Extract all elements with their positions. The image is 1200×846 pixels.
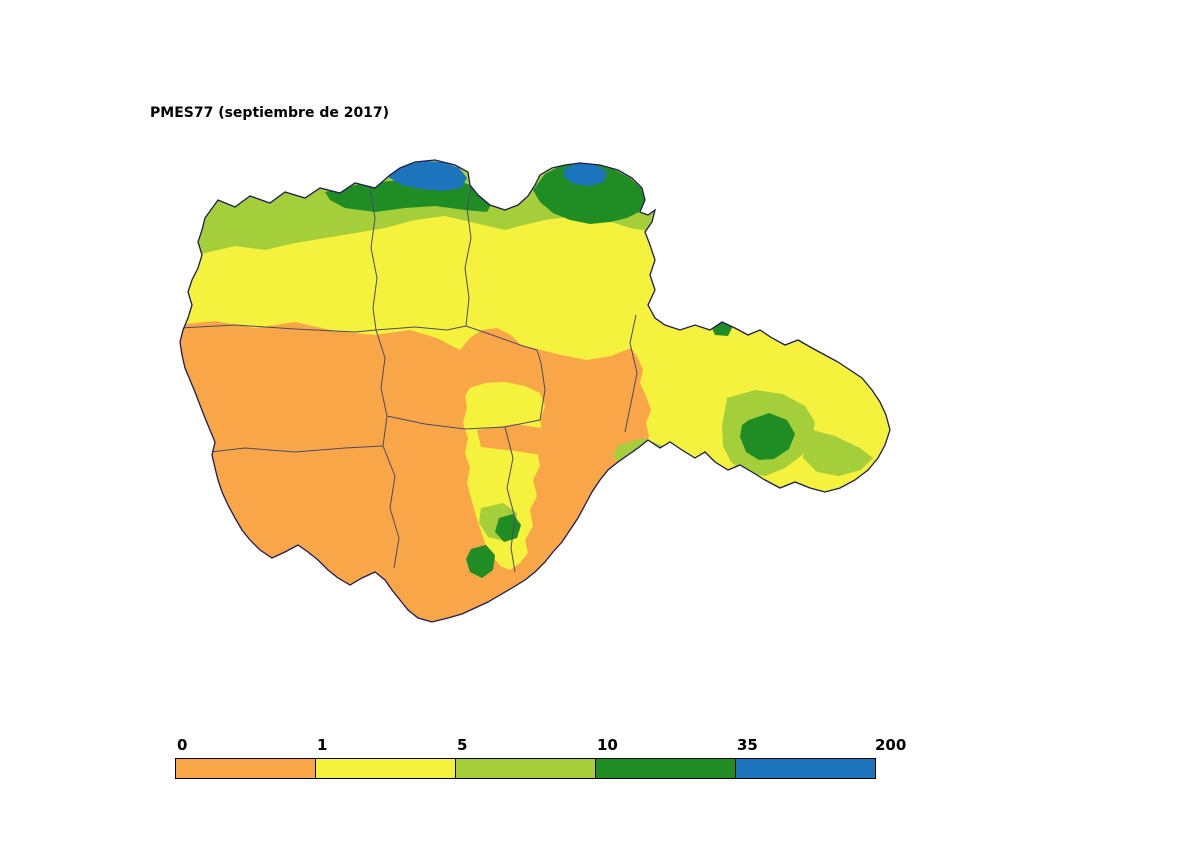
legend-segment-5-10 [455, 758, 596, 779]
province-border [464, 178, 474, 327]
province-borders [180, 178, 638, 573]
province-border [465, 325, 538, 351]
map-lightgreen-east-strip [803, 428, 873, 476]
legend-tick-35: 35 [737, 736, 758, 754]
province-border [192, 445, 384, 455]
map-title: PMES77 (septiembre de 2017) [150, 105, 390, 121]
legend-tick-10: 10 [597, 736, 618, 754]
province-border [375, 325, 467, 331]
province-border [536, 349, 546, 421]
map-darkgreen-south-spot-lower [466, 545, 495, 578]
map-orange-zone [180, 321, 651, 622]
legend-labels: 0 1 5 10 35 200 [175, 736, 906, 756]
province-border [382, 445, 400, 569]
legend-tick-5: 5 [457, 736, 468, 754]
legend-tick-1: 1 [317, 736, 328, 754]
province-border [624, 314, 638, 433]
map-darkgreen-east-blob [740, 413, 795, 460]
map-blue-north-patch [388, 161, 467, 191]
map-darkgreen-ne-cap [533, 162, 645, 224]
province-border [375, 329, 388, 447]
legend-segment-35-200 [735, 758, 876, 779]
province-border [386, 415, 541, 430]
legend-segment-0-1 [175, 758, 316, 779]
legend-tick-200: 200 [875, 736, 907, 754]
legend: 0 1 5 10 35 200 [175, 736, 906, 786]
legend-segment-10-35 [595, 758, 736, 779]
province-border [369, 189, 378, 331]
legend-tick-0: 0 [177, 736, 188, 754]
map-blue-ne-patch [564, 163, 607, 186]
map-fill-layers [180, 160, 890, 622]
legend-bar [175, 758, 876, 779]
province-border [504, 426, 516, 573]
legend-segment-1-5 [315, 758, 456, 779]
map-container [175, 158, 895, 628]
precipitation-map [179, 159, 891, 623]
province-border [180, 324, 377, 333]
region-outline [179, 159, 891, 623]
map-orange-streak [477, 424, 641, 470]
